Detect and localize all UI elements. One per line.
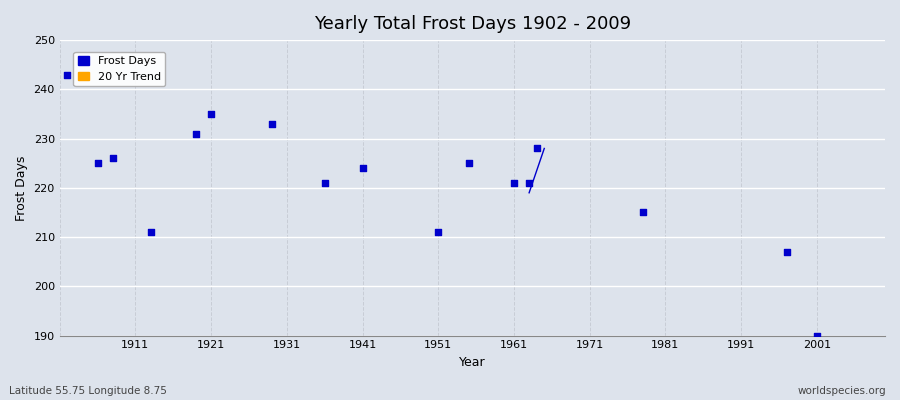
Frost Days [779, 249, 794, 255]
Frost Days [60, 71, 75, 78]
Frost Days [143, 229, 157, 235]
Frost Days [810, 332, 824, 339]
Text: worldspecies.org: worldspecies.org [798, 386, 886, 396]
Frost Days [90, 160, 104, 166]
Frost Days [189, 130, 203, 137]
Frost Days [462, 160, 476, 166]
Text: Latitude 55.75 Longitude 8.75: Latitude 55.75 Longitude 8.75 [9, 386, 166, 396]
Frost Days [204, 111, 219, 117]
Frost Days [431, 229, 446, 235]
Frost Days [265, 121, 279, 127]
Frost Days [529, 145, 544, 152]
Frost Days [522, 180, 536, 186]
Frost Days [318, 180, 332, 186]
Frost Days [635, 209, 650, 216]
Y-axis label: Frost Days: Frost Days [15, 155, 28, 220]
Legend: Frost Days, 20 Yr Trend: Frost Days, 20 Yr Trend [74, 52, 166, 86]
Title: Yearly Total Frost Days 1902 - 2009: Yearly Total Frost Days 1902 - 2009 [314, 15, 631, 33]
Frost Days [507, 180, 521, 186]
Frost Days [105, 155, 120, 162]
Frost Days [356, 165, 370, 171]
X-axis label: Year: Year [459, 356, 486, 369]
